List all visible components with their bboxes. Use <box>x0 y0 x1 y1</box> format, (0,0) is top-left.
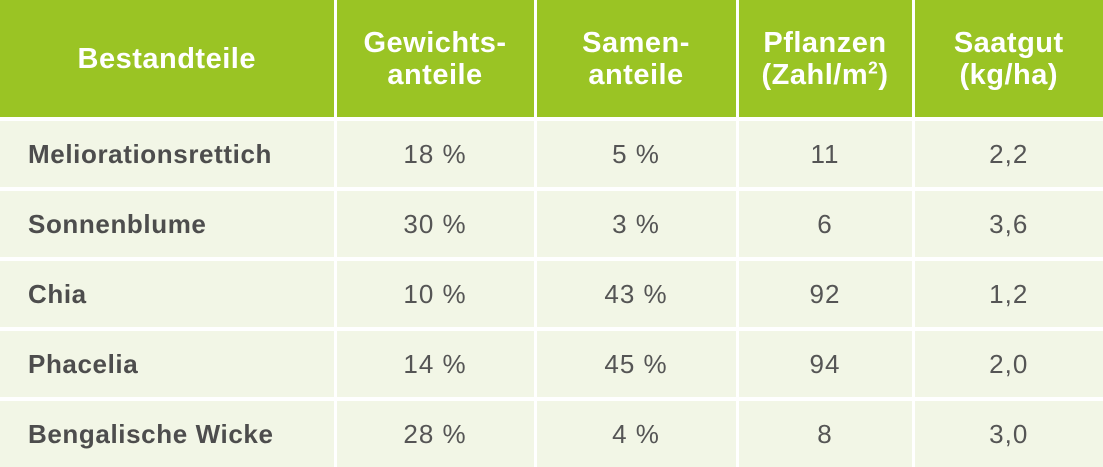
cell-pflanzen: 94 <box>735 327 913 399</box>
cell-gewichtsanteile: 14 % <box>333 327 535 399</box>
header-samenanteile-line2: anteile <box>588 58 684 91</box>
header-pflanzen-close: ) <box>878 58 889 91</box>
header-pflanzen-superscript: 2 <box>868 56 879 77</box>
table-row: Meliorationsrettich 18 % 5 % 11 2,2 <box>0 117 1103 189</box>
header-saatgut: Saatgut (kg/ha) <box>911 0 1103 121</box>
table-row: Bengalische Wicke 28 % 4 % 8 3,0 <box>0 397 1103 467</box>
table-body: Meliorationsrettich 18 % 5 % 11 2,2 Sonn… <box>0 117 1103 467</box>
header-gewichtsanteile-line2: anteile <box>387 58 483 91</box>
cell-saatgut: 2,0 <box>911 327 1103 399</box>
header-bestandteile: Bestandteile <box>0 0 335 121</box>
cell-name: Bengalische Wicke <box>0 397 335 467</box>
cell-pflanzen: 8 <box>735 397 913 467</box>
header-saatgut-line2: (kg/ha) <box>959 58 1059 91</box>
cell-pflanzen: 11 <box>735 117 913 189</box>
header-bestandteile-label: Bestandteile <box>77 42 256 75</box>
header-pflanzen-unit: (Zahl/m <box>761 58 869 91</box>
cell-name: Chia <box>0 257 335 329</box>
cell-samenanteile: 3 % <box>533 187 737 259</box>
cell-gewichtsanteile: 18 % <box>333 117 535 189</box>
table-row: Phacelia 14 % 45 % 94 2,0 <box>0 327 1103 399</box>
header-gewichtsanteile: Gewichts- anteile <box>333 0 535 121</box>
header-row: Bestandteile Gewichts- anteile Samen- an… <box>0 0 1103 121</box>
cell-saatgut: 1,2 <box>911 257 1103 329</box>
cell-pflanzen: 92 <box>735 257 913 329</box>
table-row: Sonnenblume 30 % 3 % 6 3,6 <box>0 187 1103 259</box>
cell-pflanzen: 6 <box>735 187 913 259</box>
header-samenanteile: Samen- anteile <box>533 0 737 121</box>
cell-samenanteile: 45 % <box>533 327 737 399</box>
cell-gewichtsanteile: 10 % <box>333 257 535 329</box>
cell-samenanteile: 4 % <box>533 397 737 467</box>
header-pflanzen-line1: Pflanzen <box>763 26 887 59</box>
header-pflanzen: Pflanzen (Zahl/m2) <box>735 0 913 121</box>
table-row: Chia 10 % 43 % 92 1,2 <box>0 257 1103 329</box>
cell-samenanteile: 5 % <box>533 117 737 189</box>
header-saatgut-line1: Saatgut <box>953 26 1064 59</box>
header-pflanzen-line2: (Zahl/m2) <box>739 56 912 91</box>
header-gewichtsanteile-line1: Gewichts- <box>363 26 507 59</box>
cell-gewichtsanteile: 28 % <box>333 397 535 467</box>
cell-gewichtsanteile: 30 % <box>333 187 535 259</box>
cell-saatgut: 3,0 <box>911 397 1103 467</box>
cell-name: Sonnenblume <box>0 187 335 259</box>
cell-samenanteile: 43 % <box>533 257 737 329</box>
cell-name: Meliorationsrettich <box>0 117 335 189</box>
header-samenanteile-line1: Samen- <box>582 26 690 59</box>
cell-name: Phacelia <box>0 327 335 399</box>
cell-saatgut: 2,2 <box>911 117 1103 189</box>
table-header: Bestandteile Gewichts- anteile Samen- an… <box>0 0 1103 121</box>
cell-saatgut: 3,6 <box>911 187 1103 259</box>
